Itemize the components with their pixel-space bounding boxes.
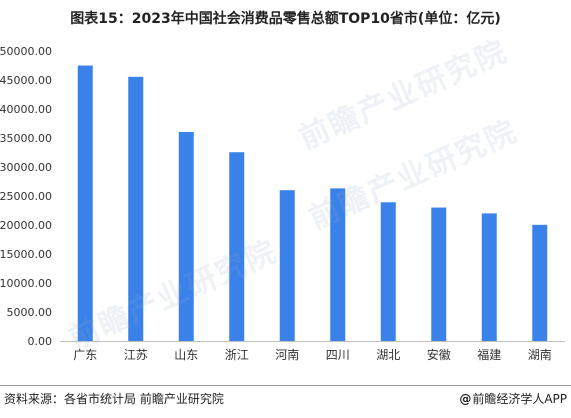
- source-note: 资料来源：各省市统计局 前瞻产业研究院: [4, 392, 224, 406]
- y-tick-label: 15000.00: [0, 248, 52, 261]
- y-tick-label: 40000.00: [0, 103, 52, 116]
- bar: [279, 190, 295, 341]
- x-tick-label: 河南: [275, 347, 299, 362]
- y-tick-label: 10000.00: [0, 277, 52, 290]
- y-tick-label: 50000.00: [0, 45, 52, 58]
- x-tick-label: 福建: [477, 347, 501, 362]
- x-tick-label: 湖南: [528, 347, 552, 362]
- brand-note: @前瞻经济学人APP: [459, 390, 567, 407]
- y-axis-ticks: 0.00 5000.00 10000.00 15000.00 20000.00 25000…: [0, 45, 52, 348]
- bar: [330, 188, 346, 341]
- bar: [229, 152, 245, 341]
- y-tick-label: 20000.00: [0, 219, 52, 232]
- y-tick-label: 25000.00: [0, 190, 52, 203]
- x-tick-label: 安徽: [427, 347, 451, 362]
- bar: [128, 76, 144, 342]
- bar: [481, 213, 497, 341]
- chart-title: 图表15：2023年中国社会消费品零售总额TOP10省市(单位：亿元): [70, 11, 501, 27]
- x-tick-label: 浙江: [225, 348, 249, 362]
- bar: [431, 207, 447, 341]
- x-tick-label: 四川: [326, 348, 350, 362]
- y-tick-label: 5000.00: [7, 306, 53, 319]
- bar: [532, 224, 548, 341]
- brand-label: 前瞻经济学人APP: [472, 392, 567, 406]
- x-tick-label: 广东: [73, 348, 97, 362]
- bar: [178, 132, 194, 341]
- y-tick-label: 45000.00: [0, 74, 52, 87]
- bar-series: [77, 65, 548, 342]
- at-icon: @: [459, 392, 472, 406]
- footer-divider: [0, 385, 571, 386]
- y-tick-label: 30000.00: [0, 161, 52, 174]
- bar: [380, 202, 396, 341]
- x-tick-label: 湖北: [376, 347, 400, 362]
- x-tick-label: 江苏: [124, 348, 148, 362]
- x-tick-label: 山东: [174, 348, 198, 362]
- bar-chart: 0.00 5000.00 10000.00 15000.00 20000.00 25000…: [0, 45, 565, 362]
- x-axis-ticks: 广东 江苏 山东 浙江 河南 四川 湖北 安徽 福建 湖南: [73, 347, 552, 362]
- bar: [77, 65, 93, 342]
- y-tick-label: 35000.00: [0, 132, 52, 145]
- y-tick-label: 0.00: [28, 335, 53, 348]
